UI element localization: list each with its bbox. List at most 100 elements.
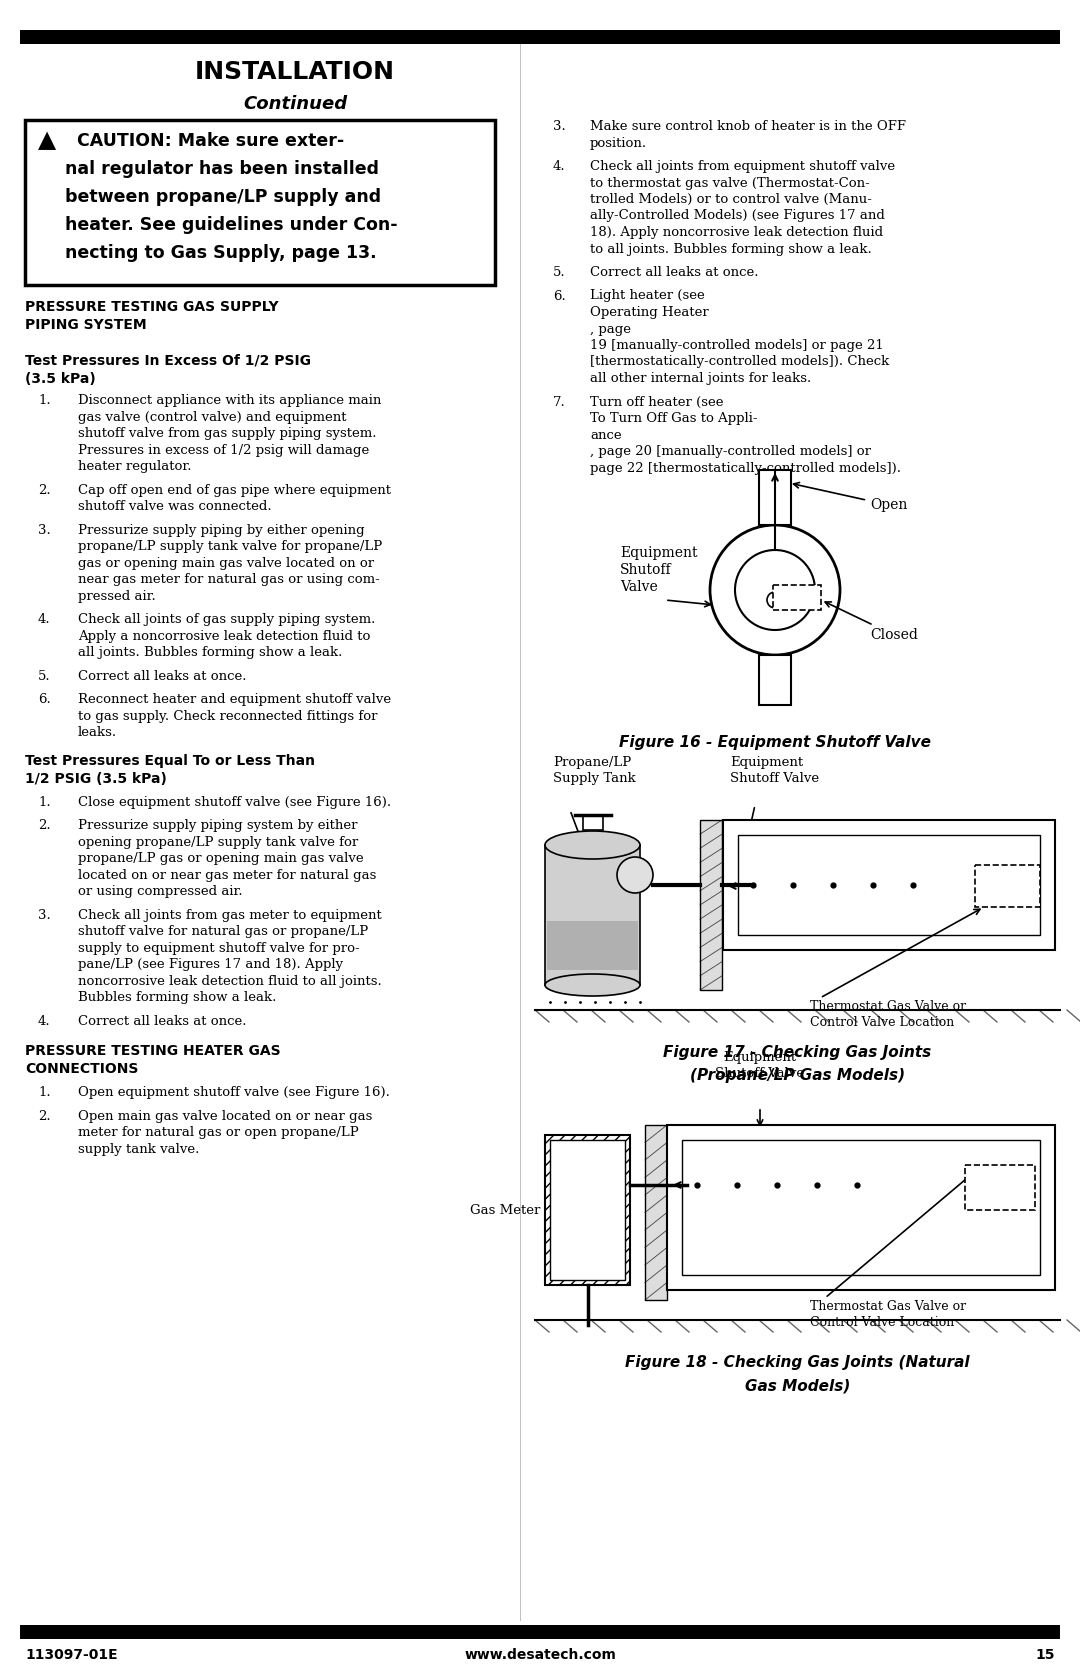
Bar xyxy=(975,865,1040,906)
Text: heater. See guidelines under Con-: heater. See guidelines under Con- xyxy=(65,215,397,234)
Text: 15: 15 xyxy=(1036,1647,1055,1662)
Text: propane/LP gas or opening main gas valve: propane/LP gas or opening main gas valve xyxy=(78,851,364,865)
Text: www.desatech.com: www.desatech.com xyxy=(464,1647,616,1662)
Circle shape xyxy=(617,856,653,893)
Text: Check all joints from equipment shutoff valve: Check all joints from equipment shutoff … xyxy=(590,160,895,174)
Text: meter for natural gas or open propane/LP: meter for natural gas or open propane/LP xyxy=(78,1127,359,1138)
Text: necting to Gas Supply, page 13.: necting to Gas Supply, page 13. xyxy=(65,244,377,262)
Bar xyxy=(966,1165,1035,1210)
Text: gas valve (control valve) and equipment: gas valve (control valve) and equipment xyxy=(78,411,347,424)
Text: Equipment
Shutoff Valve: Equipment Shutoff Valve xyxy=(730,756,819,784)
Text: Gas Meter: Gas Meter xyxy=(470,1203,540,1217)
Ellipse shape xyxy=(545,975,640,996)
Text: or using compressed air.: or using compressed air. xyxy=(78,885,243,898)
Text: Check all joints from gas meter to equipment: Check all joints from gas meter to equip… xyxy=(78,908,381,921)
Text: To Turn Off Gas to Appli-: To Turn Off Gas to Appli- xyxy=(590,412,757,426)
Text: Operating Heater: Operating Heater xyxy=(590,305,708,319)
Text: to all joints. Bubbles forming show a leak.: to all joints. Bubbles forming show a le… xyxy=(590,242,872,255)
Bar xyxy=(545,845,640,985)
Text: ance: ance xyxy=(590,429,622,442)
Text: 1.: 1. xyxy=(38,394,51,407)
Text: PIPING SYSTEM: PIPING SYSTEM xyxy=(25,319,147,332)
Bar xyxy=(773,586,821,609)
Bar xyxy=(582,814,603,829)
Text: all other internal joints for leaks.: all other internal joints for leaks. xyxy=(590,372,811,386)
Text: leaks.: leaks. xyxy=(78,726,117,739)
Bar xyxy=(546,921,638,970)
Bar xyxy=(545,1135,630,1285)
Text: Closed: Closed xyxy=(825,603,918,643)
Text: 6.: 6. xyxy=(553,289,566,302)
Text: 5.: 5. xyxy=(553,265,566,279)
Text: 19 [manually-controlled models] or page 21: 19 [manually-controlled models] or page … xyxy=(590,339,883,352)
Text: 5.: 5. xyxy=(38,669,51,683)
Bar xyxy=(21,30,1059,43)
Text: Control Valve Location: Control Valve Location xyxy=(810,1016,955,1030)
Text: Bubbles forming show a leak.: Bubbles forming show a leak. xyxy=(78,991,276,1005)
Text: Correct all leaks at once.: Correct all leaks at once. xyxy=(78,1015,246,1028)
Text: Make sure control knob of heater is in the OFF: Make sure control knob of heater is in t… xyxy=(590,120,906,134)
Text: to thermostat gas valve (Thermostat-Con-: to thermostat gas valve (Thermostat-Con- xyxy=(590,177,869,190)
Text: ▲: ▲ xyxy=(38,129,56,152)
Text: Thermostat Gas Valve or: Thermostat Gas Valve or xyxy=(810,1000,967,1013)
Bar xyxy=(21,1626,1059,1639)
Text: 4.: 4. xyxy=(38,1015,51,1028)
Bar xyxy=(759,654,791,704)
Text: Continued: Continued xyxy=(243,95,347,113)
Text: 18). Apply noncorrosive leak detection fluid: 18). Apply noncorrosive leak detection f… xyxy=(590,225,883,239)
Text: to gas supply. Check reconnected fittings for: to gas supply. Check reconnected fitting… xyxy=(78,709,378,723)
Text: Pressures in excess of 1/2 psig will damage: Pressures in excess of 1/2 psig will dam… xyxy=(78,444,369,457)
Text: Cap off open end of gas pipe where equipment: Cap off open end of gas pipe where equip… xyxy=(78,484,391,496)
Text: Open: Open xyxy=(794,482,907,512)
Text: nal regulator has been installed: nal regulator has been installed xyxy=(65,160,379,179)
Ellipse shape xyxy=(545,831,640,860)
Text: PRESSURE TESTING HEATER GAS: PRESSURE TESTING HEATER GAS xyxy=(25,1045,281,1058)
Text: Correct all leaks at once.: Correct all leaks at once. xyxy=(78,669,246,683)
Text: all joints. Bubbles forming show a leak.: all joints. Bubbles forming show a leak. xyxy=(78,646,342,659)
Text: shutoff valve was connected.: shutoff valve was connected. xyxy=(78,501,272,512)
Text: 7.: 7. xyxy=(553,396,566,409)
Text: position.: position. xyxy=(590,137,647,150)
Bar xyxy=(667,1125,1055,1290)
Text: Control Valve Location: Control Valve Location xyxy=(810,1315,955,1329)
Text: Reconnect heater and equipment shutoff valve: Reconnect heater and equipment shutoff v… xyxy=(78,693,391,706)
Text: trolled Models) or to control valve (Manu-: trolled Models) or to control valve (Man… xyxy=(590,194,872,205)
Text: pressed air.: pressed air. xyxy=(78,589,156,603)
Text: Check all joints of gas supply piping system.: Check all joints of gas supply piping sy… xyxy=(78,613,376,626)
Text: noncorrosive leak detection fluid to all joints.: noncorrosive leak detection fluid to all… xyxy=(78,975,381,988)
Text: near gas meter for natural gas or using com-: near gas meter for natural gas or using … xyxy=(78,572,380,586)
Text: PRESSURE TESTING GAS SUPPLY: PRESSURE TESTING GAS SUPPLY xyxy=(25,300,279,314)
Text: (Propane/LP Gas Models): (Propane/LP Gas Models) xyxy=(690,1068,905,1083)
Text: Open main gas valve located on or near gas: Open main gas valve located on or near g… xyxy=(78,1110,373,1123)
Bar xyxy=(700,819,723,990)
Bar xyxy=(738,834,1040,935)
Text: , page 20 [manually-controlled models] or: , page 20 [manually-controlled models] o… xyxy=(590,446,870,457)
Text: INSTALLATION: INSTALLATION xyxy=(195,60,395,83)
Text: located on or near gas meter for natural gas: located on or near gas meter for natural… xyxy=(78,868,376,881)
Text: ally-Controlled Models) (see Figures 17 and: ally-Controlled Models) (see Figures 17 … xyxy=(590,210,885,222)
Text: page 22 [thermostatically-controlled models]).: page 22 [thermostatically-controlled mod… xyxy=(590,462,901,474)
Text: 4.: 4. xyxy=(38,613,51,626)
Text: Figure 17 - Checking Gas Joints: Figure 17 - Checking Gas Joints xyxy=(663,1045,932,1060)
Text: Light heater (see: Light heater (see xyxy=(590,289,708,302)
Text: Thermostat Gas Valve or: Thermostat Gas Valve or xyxy=(810,1300,967,1314)
Text: CONNECTIONS: CONNECTIONS xyxy=(25,1061,138,1077)
Text: (3.5 kPa): (3.5 kPa) xyxy=(25,372,96,386)
Text: Disconnect appliance with its appliance main: Disconnect appliance with its appliance … xyxy=(78,394,381,407)
Text: [thermostatically-controlled models]). Check: [thermostatically-controlled models]). C… xyxy=(590,355,889,369)
Text: Figure 16 - Equipment Shutoff Valve: Figure 16 - Equipment Shutoff Valve xyxy=(619,734,931,749)
Text: Test Pressures Equal To or Less Than: Test Pressures Equal To or Less Than xyxy=(25,753,315,768)
Text: Turn off heater (see: Turn off heater (see xyxy=(590,396,728,409)
Text: supply to equipment shutoff valve for pro-: supply to equipment shutoff valve for pr… xyxy=(78,941,360,955)
Text: 6.: 6. xyxy=(38,693,51,706)
Text: propane/LP supply tank valve for propane/LP: propane/LP supply tank valve for propane… xyxy=(78,541,382,552)
Text: Close equipment shutoff valve (see Figure 16).: Close equipment shutoff valve (see Figur… xyxy=(78,796,391,808)
Bar xyxy=(550,1140,625,1280)
Text: Pressurize supply piping system by either: Pressurize supply piping system by eithe… xyxy=(78,819,357,833)
Text: 2.: 2. xyxy=(38,484,51,496)
Bar xyxy=(645,1125,667,1300)
Text: Pressurize supply piping by either opening: Pressurize supply piping by either openi… xyxy=(78,524,365,536)
Text: Figure 18 - Checking Gas Joints (Natural: Figure 18 - Checking Gas Joints (Natural xyxy=(625,1355,970,1370)
Bar xyxy=(25,120,495,285)
Text: 2.: 2. xyxy=(38,1110,51,1123)
